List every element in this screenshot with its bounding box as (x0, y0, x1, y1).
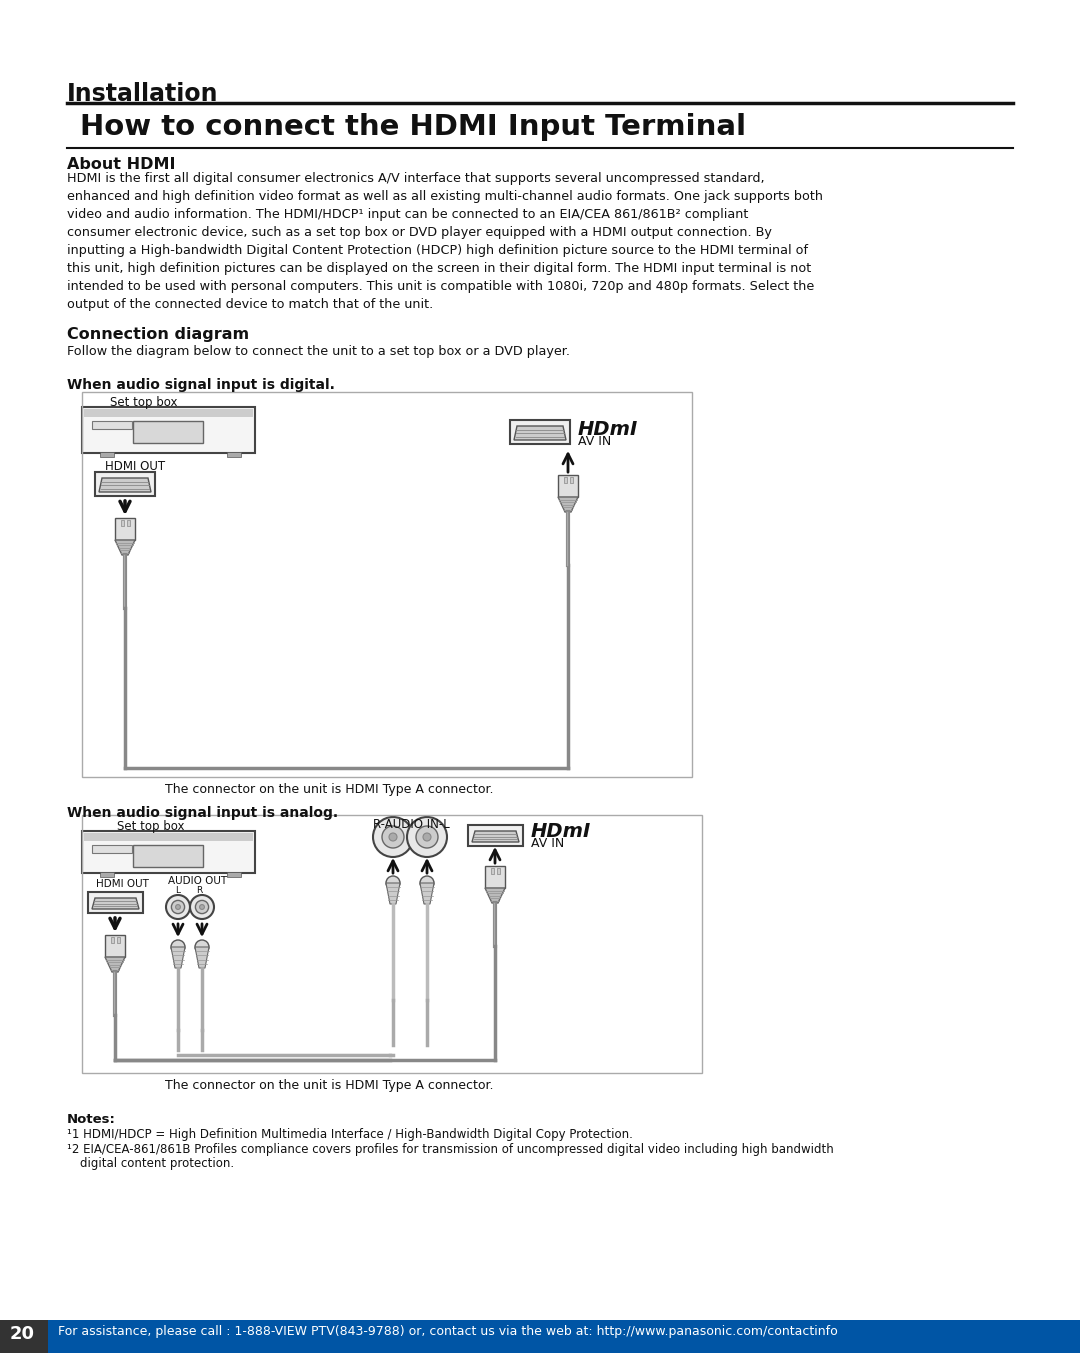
Polygon shape (114, 540, 135, 555)
Circle shape (423, 833, 431, 841)
Text: R: R (195, 886, 202, 895)
Text: The connector on the unit is HDMI Type A connector.: The connector on the unit is HDMI Type A… (165, 1079, 494, 1092)
Polygon shape (105, 957, 125, 972)
Bar (100, 872, 114, 876)
Bar (227, 872, 241, 876)
Circle shape (190, 895, 214, 919)
Text: ¹1 HDMI/HDCP = High Definition Multimedia Interface / High-Bandwidth Digital Cop: ¹1 HDMI/HDCP = High Definition Multimedi… (67, 1129, 633, 1141)
Circle shape (416, 826, 438, 848)
Bar (570, 477, 573, 483)
Bar (82, 815, 702, 1073)
Polygon shape (472, 831, 519, 842)
Polygon shape (195, 947, 210, 968)
Text: About HDMI: About HDMI (67, 157, 175, 172)
Bar (82, 831, 255, 872)
Bar (92, 845, 132, 853)
Bar (105, 935, 125, 957)
Polygon shape (558, 497, 578, 512)
Circle shape (172, 901, 185, 913)
Bar (84, 409, 253, 417)
Bar (133, 421, 203, 443)
Bar (468, 825, 523, 846)
Bar (558, 474, 578, 497)
Text: HDMI is the first all digital consumer electronics A/V interface that supports s: HDMI is the first all digital consumer e… (67, 172, 823, 311)
Bar (0, 1319, 1080, 1353)
Bar (111, 936, 114, 943)
Text: The connector on the unit is HDMI Type A connector.: The connector on the unit is HDMI Type A… (165, 782, 494, 796)
Text: L: L (175, 886, 180, 895)
Text: HDMI OUT: HDMI OUT (96, 879, 149, 889)
Bar (564, 477, 567, 483)
Bar (227, 453, 241, 457)
Bar (95, 472, 156, 496)
Text: digital content protection.: digital content protection. (80, 1157, 234, 1169)
Bar (84, 833, 253, 841)
Polygon shape (92, 898, 139, 909)
Text: R-AUDIO IN-L: R-AUDIO IN-L (373, 818, 449, 831)
Bar (491, 868, 494, 874)
Bar (114, 518, 135, 540)
Text: When audio signal input is analog.: When audio signal input is analog. (67, 806, 338, 821)
Text: HDMI OUT: HDMI OUT (105, 459, 165, 473)
Polygon shape (514, 427, 566, 440)
Bar (127, 521, 130, 526)
Text: AUDIO OUT: AUDIO OUT (168, 876, 227, 886)
Text: AV IN: AV IN (578, 435, 611, 448)
Text: HDmI: HDmI (531, 822, 591, 841)
Bar (82, 408, 255, 453)
Text: 20: 20 (10, 1325, 35, 1343)
Bar (497, 868, 500, 874)
Bar (0, 1319, 48, 1353)
Circle shape (200, 905, 204, 909)
Text: How to connect the HDMI Input Terminal: How to connect the HDMI Input Terminal (80, 113, 746, 140)
Bar (121, 521, 124, 526)
Polygon shape (99, 478, 151, 492)
Bar (133, 845, 203, 867)
Circle shape (407, 816, 447, 857)
Bar (87, 891, 143, 913)
Text: ¹2 EIA/CEA-861/861B Profiles compliance covers profiles for transmission of unco: ¹2 EIA/CEA-861/861B Profiles compliance … (67, 1144, 834, 1156)
Bar (485, 866, 505, 889)
Circle shape (386, 876, 400, 890)
Text: HDmI: HDmI (578, 420, 638, 439)
Polygon shape (485, 889, 505, 904)
Bar (82, 393, 692, 777)
Circle shape (166, 895, 190, 919)
Polygon shape (171, 947, 185, 968)
Circle shape (420, 876, 434, 890)
Polygon shape (420, 883, 434, 904)
Circle shape (171, 940, 185, 954)
Circle shape (389, 833, 397, 841)
Text: Installation: Installation (67, 82, 218, 106)
Text: Notes:: Notes: (67, 1114, 116, 1126)
Bar (510, 420, 570, 444)
Circle shape (382, 826, 404, 848)
Text: Set top box: Set top box (117, 821, 185, 833)
Circle shape (373, 816, 413, 857)
Circle shape (195, 901, 208, 913)
Text: When audio signal input is digital.: When audio signal input is digital. (67, 378, 335, 393)
Text: Follow the diagram below to connect the unit to a set top box or a DVD player.: Follow the diagram below to connect the … (67, 345, 570, 358)
Polygon shape (386, 883, 400, 904)
Circle shape (176, 905, 180, 909)
Text: Connection diagram: Connection diagram (67, 327, 249, 342)
Bar (117, 936, 120, 943)
Bar (92, 421, 132, 429)
Circle shape (195, 940, 210, 954)
Bar (100, 453, 114, 457)
Text: Set top box: Set top box (110, 397, 177, 409)
Text: For assistance, please call : 1-888-VIEW PTV(843-9788) or, contact us via the we: For assistance, please call : 1-888-VIEW… (58, 1325, 838, 1338)
Text: AV IN: AV IN (531, 837, 564, 851)
